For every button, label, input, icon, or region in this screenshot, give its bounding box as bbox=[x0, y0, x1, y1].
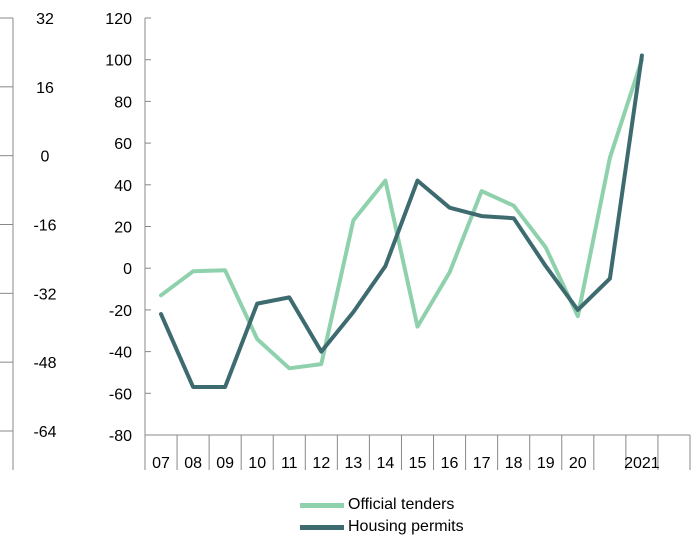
left-tick-label: -32 bbox=[33, 286, 56, 303]
x-tick-label: 13 bbox=[344, 455, 362, 472]
right-tick-label: 40 bbox=[114, 178, 132, 195]
right-tick-label: 0 bbox=[123, 261, 132, 278]
legend-swatch-housing-permits bbox=[300, 524, 344, 530]
legend-item-housing-permits: Housing permits bbox=[300, 516, 464, 538]
left-tick-label: 32 bbox=[36, 11, 54, 28]
series-line-official-tenders bbox=[159, 57, 644, 371]
series-line-housing-permits bbox=[159, 53, 644, 389]
right-tick-label: 60 bbox=[114, 136, 132, 153]
left-tick-label: -64 bbox=[33, 424, 56, 441]
right-tick-label: -20 bbox=[109, 303, 132, 320]
x-tick-label: 11 bbox=[281, 455, 298, 472]
x-tick-label: 15 bbox=[409, 455, 427, 472]
right-tick-label: -80 bbox=[109, 428, 132, 445]
left-tick-label: -48 bbox=[33, 355, 56, 372]
x-tick-label: 07 bbox=[152, 455, 170, 472]
legend: Official tenders Housing permits bbox=[300, 494, 464, 538]
x-tick-label: 17 bbox=[473, 455, 491, 472]
x-tick-label: 08 bbox=[184, 455, 202, 472]
x-tick-label: 19 bbox=[537, 455, 555, 472]
right-tick-label: -40 bbox=[109, 345, 132, 362]
legend-item-official-tenders: Official tenders bbox=[300, 494, 464, 516]
x-tick-label: 2021 bbox=[624, 455, 660, 472]
x-tick-label: 16 bbox=[441, 455, 459, 472]
right-axis: 120 100 80 60 40 20 0 -20 -40 -60 -80 bbox=[105, 11, 151, 445]
x-tick-label: 18 bbox=[505, 455, 523, 472]
x-tick-label: 10 bbox=[248, 455, 266, 472]
legend-label-official-tenders: Official tenders bbox=[348, 496, 455, 513]
legend-label-housing-permits: Housing permits bbox=[348, 518, 464, 535]
x-tick-label: 12 bbox=[312, 455, 330, 472]
right-tick-label: 120 bbox=[105, 11, 132, 28]
right-tick-label: 80 bbox=[114, 94, 132, 111]
right-tick-label: 20 bbox=[114, 220, 132, 237]
x-tick-label: 09 bbox=[216, 455, 234, 472]
left-tick-label: 16 bbox=[36, 80, 54, 97]
legend-swatch-official-tenders bbox=[300, 502, 344, 508]
series-lines bbox=[159, 53, 644, 389]
x-axis: 07 08 09 10 11 12 13 14 15 16 17 18 19 20 2021 bbox=[144, 434, 691, 472]
x-tick-label: 20 bbox=[569, 455, 587, 472]
right-tick-label: -60 bbox=[109, 386, 132, 403]
left-axis: 32 16 0 -16 -32 -48 -64 bbox=[0, 11, 57, 470]
left-tick-label: 0 bbox=[41, 149, 50, 166]
right-tick-label: 100 bbox=[105, 53, 132, 70]
x-tick-label: 14 bbox=[377, 455, 395, 472]
left-tick-label: -16 bbox=[33, 218, 56, 235]
